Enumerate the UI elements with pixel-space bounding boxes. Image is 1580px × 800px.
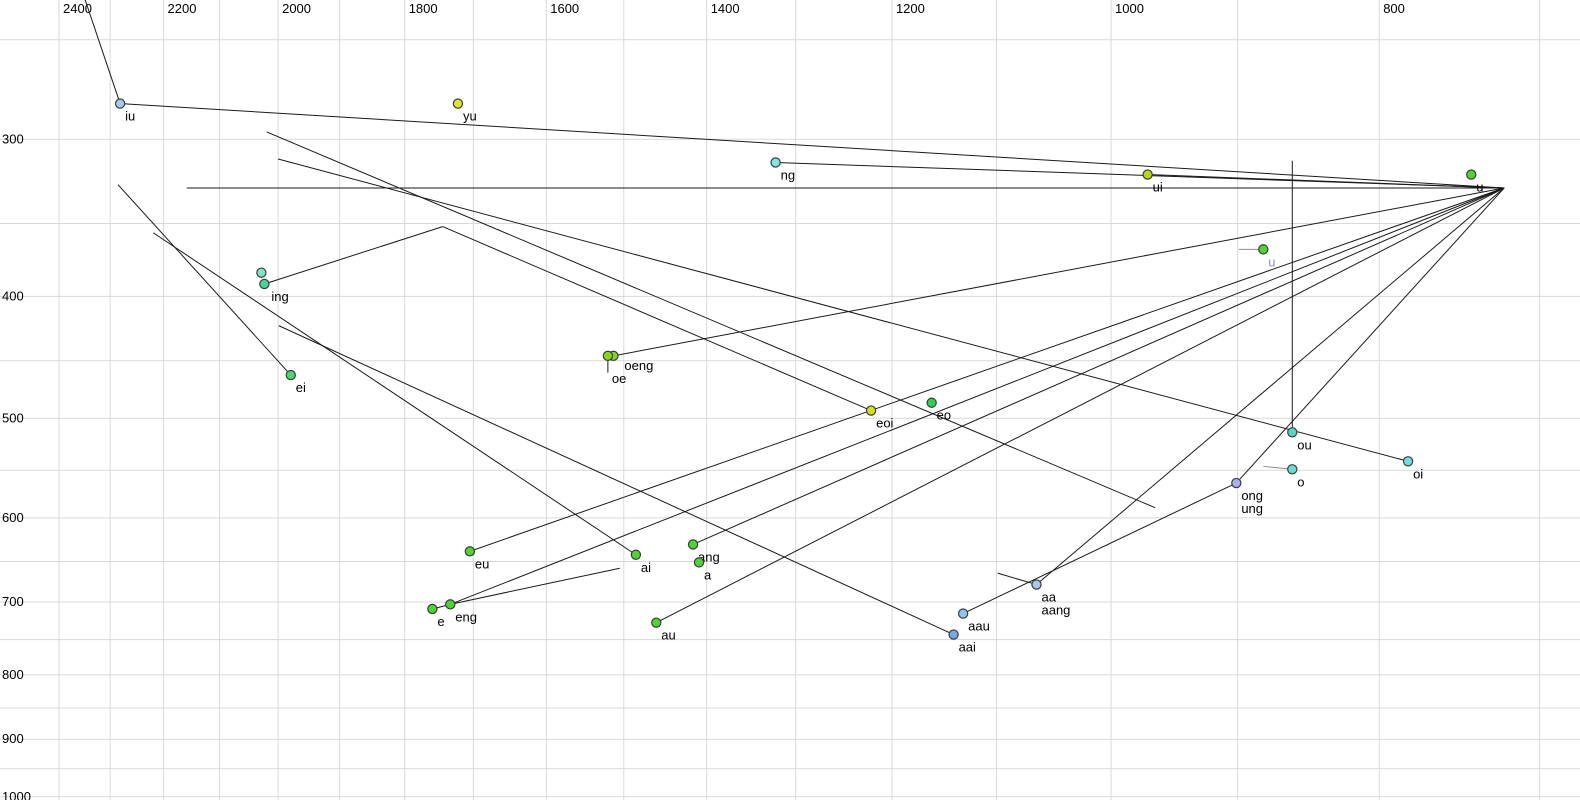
- x-axis-tick-label-2000: 2000: [282, 1, 311, 16]
- point-au[interactable]: [651, 617, 662, 628]
- x-axis-tick-label-800: 800: [1383, 1, 1405, 16]
- point-label-oe: oe: [612, 371, 626, 386]
- point-label-oi: oi: [1413, 466, 1423, 481]
- point-label-ing: ing: [271, 289, 288, 304]
- y-axis-tick-label-600: 600: [2, 510, 24, 525]
- point-label-ung: ung: [1241, 501, 1263, 516]
- point-eu[interactable]: [464, 546, 476, 557]
- point-unlabeled-6[interactable]: [256, 267, 267, 278]
- x-axis-tick-label-1600: 1600: [550, 1, 579, 16]
- point-label-e: e: [437, 614, 444, 629]
- segment-aa-whisker: [997, 572, 1037, 586]
- point-u[interactable]: [1466, 169, 1477, 180]
- point-label-eu: eu: [475, 556, 489, 571]
- segment-oeng-to-u: [613, 187, 1505, 357]
- point-label-au: au: [661, 628, 675, 643]
- point-aa[interactable]: [1031, 579, 1042, 590]
- point-o[interactable]: [1287, 464, 1298, 475]
- point-ui[interactable]: [1142, 169, 1153, 180]
- point-ai[interactable]: [630, 549, 642, 560]
- y-axis-tick-label-500: 500: [2, 410, 24, 425]
- segment-aai-glide: [278, 325, 954, 636]
- point-oe[interactable]: [602, 350, 614, 362]
- segment-ang-to-u: [692, 187, 1505, 545]
- y-axis-tick-label-800: 800: [2, 667, 24, 682]
- segment-ing-glide: [264, 226, 443, 285]
- point-label-eoi: eoi: [876, 416, 893, 431]
- point-aau[interactable]: [957, 608, 969, 619]
- point-label-u: u: [1268, 254, 1275, 269]
- point-label-aai: aai: [959, 640, 976, 655]
- point-label-oeng: oeng: [624, 358, 653, 373]
- y-axis-tick-label-700: 700: [2, 594, 24, 609]
- segment-ui-to-u: [1147, 174, 1505, 189]
- point-label-ei: ei: [296, 380, 306, 395]
- point-eng[interactable]: [445, 599, 456, 610]
- point-eoi[interactable]: [865, 405, 877, 416]
- x-axis-tick-label-2200: 2200: [168, 1, 197, 16]
- point-iu[interactable]: [114, 98, 126, 109]
- point-label-aa: aa: [1041, 590, 1056, 605]
- point-label-ai: ai: [641, 560, 651, 575]
- y-axis-tick-label-300: 300: [2, 131, 24, 146]
- point-label-ong: ong: [1241, 488, 1263, 503]
- point-u[interactable]: [1258, 244, 1269, 255]
- point-label-eo: eo: [937, 408, 951, 423]
- point-label-ou: ou: [1297, 437, 1311, 452]
- point-yu[interactable]: [452, 98, 464, 109]
- segment-ai-glide: [152, 232, 637, 556]
- point-label-ui: ui: [1153, 180, 1163, 195]
- y-axis-tick-label-1000: 1000: [2, 789, 31, 800]
- point-oi[interactable]: [1402, 456, 1414, 467]
- segment-aau-to-ong: [962, 482, 1237, 615]
- segment-long-diagonal: [266, 131, 1156, 509]
- segment-ong-to-u: [1235, 187, 1505, 484]
- y-axis-tick-label-900: 900: [2, 731, 24, 746]
- point-ing[interactable]: [259, 278, 270, 290]
- x-axis-tick-label-2400: 2400: [63, 1, 92, 16]
- point-label-iu: iu: [125, 109, 135, 124]
- point-label-a: a: [704, 567, 712, 582]
- x-axis-tick-label-1200: 1200: [896, 1, 925, 16]
- point-label-aang: aang: [1041, 603, 1070, 618]
- x-axis-tick-label-1400: 1400: [711, 1, 740, 16]
- point-label-o: o: [1297, 474, 1304, 489]
- point-label-yu: yu: [463, 109, 477, 124]
- segment-au-to-u: [656, 187, 1505, 624]
- y-axis-tick-label-400: 400: [2, 288, 24, 303]
- point-ong[interactable]: [1231, 477, 1242, 489]
- point-e[interactable]: [427, 603, 438, 615]
- segment-i-tail: [84, 0, 121, 104]
- segment-eng-short: [450, 567, 620, 605]
- point-label-ng: ng: [781, 167, 795, 182]
- segment-eng-to-u: [450, 187, 1505, 605]
- segment-eoi-glide: [442, 226, 872, 412]
- point-ng[interactable]: [770, 157, 781, 168]
- point-label-u: u: [1476, 180, 1483, 195]
- point-label-eng: eng: [455, 609, 477, 624]
- segment-oi-glide: [277, 158, 1409, 462]
- point-eo[interactable]: [926, 397, 937, 408]
- segment-ei-glide: [117, 184, 292, 376]
- point-ei[interactable]: [285, 369, 296, 381]
- point-ang[interactable]: [687, 539, 699, 550]
- x-axis-tick-label-1000: 1000: [1115, 1, 1144, 16]
- point-a[interactable]: [693, 557, 705, 568]
- x-axis-tick-label-1800: 1800: [409, 1, 438, 16]
- point-label-aau: aau: [968, 619, 990, 634]
- segment-aa-to-u: [1036, 187, 1505, 585]
- segment-iu-to-u: [120, 103, 1505, 189]
- point-aai[interactable]: [948, 629, 959, 640]
- point-ou[interactable]: [1287, 427, 1298, 438]
- segment-eu-to-u: [469, 187, 1505, 552]
